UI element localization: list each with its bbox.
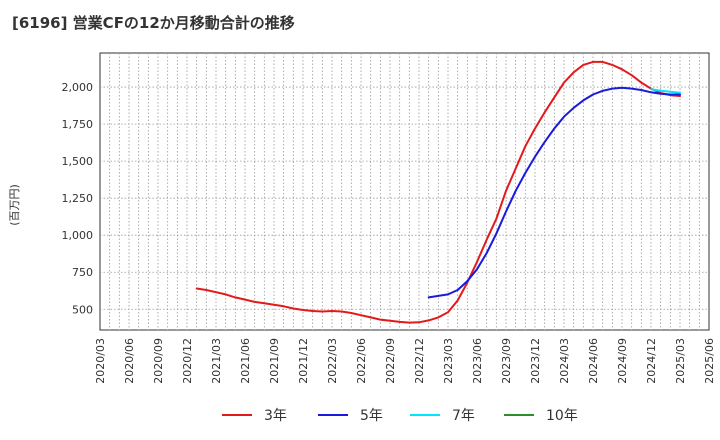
y-axis-label: (百万円) [8, 184, 21, 226]
x-tick-label: 2021/09 [268, 338, 281, 384]
y-tick-label: 1,500 [62, 155, 94, 168]
y-tick-label: 500 [72, 303, 93, 316]
x-tick-label: 2021/12 [297, 338, 310, 384]
y-tick-label: 1,750 [62, 118, 94, 131]
chart-title: [6196] 営業CFの12か月移動合計の推移 [12, 14, 295, 32]
x-tick-label: 2025/03 [674, 338, 687, 384]
y-tick-label: 1,250 [62, 192, 94, 205]
x-tick-label: 2020/12 [181, 338, 194, 384]
x-tick-label: 2023/06 [471, 338, 484, 384]
x-tick-label: 2024/09 [616, 338, 629, 384]
series-line-3年 [195, 60, 681, 324]
plot-area [99, 52, 710, 331]
x-axis-ticks: 2020/03 2020/06 2020/09 2020/12 2021/03 2021/… [94, 338, 716, 384]
series-line-5年 [427, 86, 681, 299]
x-tick-label: 2024/06 [587, 338, 600, 384]
x-tick-label: 2022/12 [413, 338, 426, 384]
legend: 3年 5年 7年 10年 [222, 408, 578, 424]
x-tick-label: 2024/12 [645, 338, 658, 384]
y-tick-label: 750 [72, 266, 93, 279]
series-lines [195, 60, 681, 324]
x-tick-label: 2023/09 [500, 338, 513, 384]
series-line-7年 [650, 88, 681, 94]
y-axis-ticks: 500 750 1,000 1,250 1,500 1,750 2,000 [62, 81, 94, 316]
legend-label: 5年 [360, 408, 383, 424]
legend-label: 10年 [546, 408, 578, 424]
x-tick-label: 2023/03 [442, 338, 455, 384]
x-tick-label: 2023/12 [529, 338, 542, 384]
x-tick-label: 2021/03 [210, 338, 223, 384]
x-tick-label: 2025/06 [703, 338, 716, 384]
x-tick-label: 2022/09 [384, 338, 397, 384]
y-tick-label: 1,000 [62, 229, 94, 242]
x-tick-label: 2024/03 [558, 338, 571, 384]
x-tick-label: 2020/09 [152, 338, 165, 384]
legend-label: 7年 [452, 408, 475, 424]
x-tick-label: 2020/03 [94, 338, 107, 384]
x-tick-label: 2022/03 [326, 338, 339, 384]
y-tick-label: 2,000 [62, 81, 94, 94]
x-tick-label: 2021/06 [239, 338, 252, 384]
x-tick-label: 2022/06 [355, 338, 368, 384]
grid-lines [100, 53, 709, 330]
legend-label: 3年 [264, 408, 287, 424]
x-tick-label: 2020/06 [123, 338, 136, 384]
